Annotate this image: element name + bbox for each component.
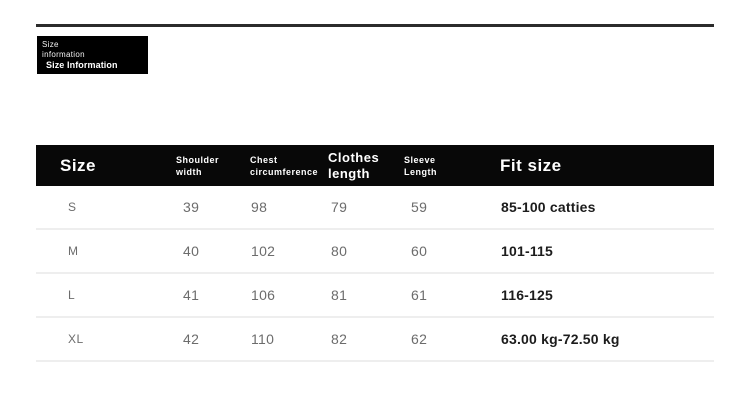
cell-clothes-length-value: 79 xyxy=(331,199,348,215)
cell-sleeve-length: 59 xyxy=(411,186,427,228)
column-header-shoulder-width: Shoulder width xyxy=(176,145,219,186)
cell-size-value: M xyxy=(68,244,79,258)
cell-fit-size: 63.00 kg-72.50 kg xyxy=(501,318,620,360)
cell-clothes-length: 81 xyxy=(331,274,347,316)
column-header-size: Size xyxy=(60,145,96,186)
badge-line-3: Size Information xyxy=(46,60,118,70)
column-header-chest-circumference-label: Chest circumference xyxy=(250,154,318,178)
cell-chest-circumference: 102 xyxy=(251,230,275,272)
table-header-row: Size Shoulder width Chest circumference … xyxy=(36,145,714,186)
column-header-clothes-length: Clothes length xyxy=(328,145,379,186)
cell-fit-size: 101-115 xyxy=(501,230,553,272)
sleeve-length-line-2: Length xyxy=(404,166,437,177)
cell-chest-circumference-value: 106 xyxy=(251,287,276,303)
cell-size-value: S xyxy=(68,200,77,214)
column-header-fit-size-label: Fit size xyxy=(500,156,562,175)
cell-shoulder-width-value: 40 xyxy=(183,243,200,259)
chest-circumference-line-1: Chest xyxy=(250,154,278,165)
cell-fit-size-value: 116-125 xyxy=(501,287,554,303)
cell-chest-circumference: 98 xyxy=(251,186,267,228)
cell-sleeve-length: 61 xyxy=(411,274,427,316)
cell-shoulder-width-value: 42 xyxy=(183,331,200,347)
cell-size: L xyxy=(68,274,75,316)
cell-fit-size: 85-100 catties xyxy=(501,186,596,228)
table-row: XL 42 110 82 62 63.00 kg-72.50 kg xyxy=(36,318,714,362)
column-header-sleeve-length: Sleeve Length xyxy=(404,145,437,186)
cell-size: XL xyxy=(68,318,84,360)
cell-size-value: XL xyxy=(68,332,84,346)
clothes-length-line-1: Clothes xyxy=(328,149,380,165)
cell-sleeve-length: 60 xyxy=(411,230,427,272)
size-chart-table: Size Shoulder width Chest circumference … xyxy=(36,145,714,362)
column-header-size-label: Size xyxy=(60,156,97,175)
cell-clothes-length-value: 81 xyxy=(331,287,348,303)
badge-line-1: Size xyxy=(42,40,59,49)
table-row: M 40 102 80 60 101-115 xyxy=(36,230,714,274)
cell-clothes-length: 80 xyxy=(331,230,347,272)
cell-shoulder-width: 39 xyxy=(183,186,199,228)
sleeve-length-line-1: Sleeve xyxy=(404,154,436,165)
cell-fit-size-value: 63.00 kg-72.50 kg xyxy=(501,331,620,347)
cell-chest-circumference: 110 xyxy=(251,318,274,360)
cell-size: M xyxy=(68,230,79,272)
cell-clothes-length: 79 xyxy=(331,186,347,228)
size-information-badge: Size information Size Information xyxy=(37,36,148,74)
column-header-clothes-length-label: Clothes length xyxy=(328,150,379,182)
cell-fit-size: 116-125 xyxy=(501,274,553,316)
cell-chest-circumference-value: 110 xyxy=(251,331,275,347)
cell-shoulder-width: 40 xyxy=(183,230,199,272)
column-header-sleeve-length-label: Sleeve Length xyxy=(404,154,437,178)
table-row: S 39 98 79 59 85-100 catties xyxy=(36,186,714,230)
cell-shoulder-width-value: 41 xyxy=(183,287,200,303)
cell-size: S xyxy=(68,186,77,228)
cell-shoulder-width: 42 xyxy=(183,318,199,360)
cell-clothes-length-value: 80 xyxy=(331,243,348,259)
cell-fit-size-value: 101-115 xyxy=(501,243,554,259)
column-header-chest-circumference: Chest circumference xyxy=(250,145,318,186)
cell-sleeve-length-value: 61 xyxy=(411,287,428,303)
cell-sleeve-length-value: 60 xyxy=(411,243,428,259)
column-header-fit-size: Fit size xyxy=(500,145,562,186)
cell-shoulder-width: 41 xyxy=(183,274,199,316)
shoulder-width-line-1: Shoulder xyxy=(176,154,220,165)
cell-chest-circumference-value: 102 xyxy=(251,243,276,259)
cell-fit-size-value: 85-100 catties xyxy=(501,199,596,215)
cell-sleeve-length-value: 59 xyxy=(411,199,428,215)
table-row: L 41 106 81 61 116-125 xyxy=(36,274,714,318)
cell-sleeve-length-value: 62 xyxy=(411,331,428,347)
badge-line-2: information xyxy=(42,49,85,59)
clothes-length-line-2: length xyxy=(328,165,370,181)
cell-sleeve-length: 62 xyxy=(411,318,427,360)
cell-clothes-length: 82 xyxy=(331,318,347,360)
chest-circumference-line-2: circumference xyxy=(250,166,319,177)
cell-shoulder-width-value: 39 xyxy=(183,199,200,215)
shoulder-width-line-2: width xyxy=(176,166,202,177)
cell-chest-circumference-value: 98 xyxy=(251,199,268,215)
column-header-shoulder-width-label: Shoulder width xyxy=(176,154,219,178)
cell-chest-circumference: 106 xyxy=(251,274,275,316)
cell-size-value: L xyxy=(68,288,76,302)
cell-clothes-length-value: 82 xyxy=(331,331,348,347)
top-divider-rule xyxy=(36,24,714,27)
